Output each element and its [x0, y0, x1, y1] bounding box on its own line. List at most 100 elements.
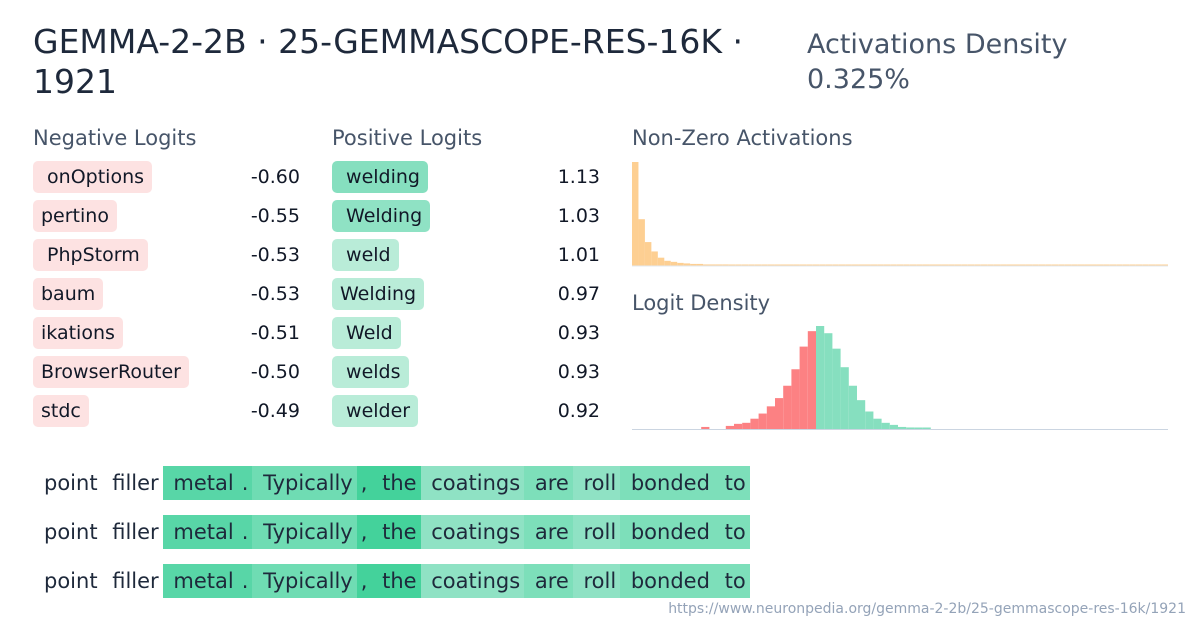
activation-example-row[interactable]: point filler metal. Typically, the coati… — [40, 515, 750, 549]
nonzero-activation-bar — [909, 264, 917, 266]
example-token: are — [524, 515, 573, 549]
token-chip: Welding — [332, 278, 425, 310]
example-token: coatings — [420, 564, 525, 598]
positive-density-bar — [906, 427, 915, 429]
negative-density-bar — [783, 385, 792, 429]
token-chip: PhpStorm — [33, 239, 148, 271]
positive-density-bar — [840, 367, 849, 429]
token-chip: welds — [332, 356, 409, 388]
example-token: bonded — [620, 466, 714, 500]
example-token: point — [44, 471, 98, 495]
nonzero-activation-bar — [1155, 264, 1162, 266]
negative-logit-token: baum — [33, 278, 104, 310]
nonzero-activation-bar — [1161, 264, 1168, 266]
activations-density: Activations Density 0.325% — [807, 27, 1067, 97]
nonzero-activation-bar — [644, 242, 652, 266]
negative-density-bar — [766, 406, 775, 429]
positive-density-bar — [865, 411, 874, 429]
nonzero-activation-bar — [728, 264, 736, 266]
positive-density-bar — [857, 400, 866, 429]
nonzero-activation-bar — [1058, 264, 1065, 266]
example-token: are — [524, 466, 573, 500]
nonzero-activation-bar — [748, 264, 755, 266]
negative-density-bar — [734, 423, 743, 429]
example-token: filler — [105, 569, 159, 593]
positive-density-bar — [832, 348, 841, 429]
positive-logit-token: welder — [332, 395, 419, 427]
nonzero-activation-bar — [922, 264, 930, 266]
token-chip: weld — [332, 239, 399, 271]
nonzero-activation-bar — [1071, 264, 1078, 266]
positive-logit-token: weld — [332, 239, 399, 271]
example-token: Typically — [252, 466, 357, 500]
positive-logit-value: 1.01 — [557, 244, 600, 266]
nonzero-activation-bar — [1142, 264, 1149, 266]
token-chip: BrowserRouter — [33, 356, 189, 388]
example-token: point — [44, 569, 98, 593]
nonzero-activation-bar — [948, 264, 955, 266]
nonzero-activation-bar — [877, 264, 884, 266]
nonzero-activation-bar — [851, 264, 859, 266]
nonzero-activations-histogram — [632, 162, 1168, 267]
negative-logit-value: -0.51 — [250, 322, 300, 344]
positive-density-bar — [873, 418, 882, 429]
positive-logits-heading: Positive Logits — [332, 126, 483, 150]
nonzero-activation-bar — [1006, 264, 1014, 266]
negative-logits-heading: Negative Logits — [33, 126, 197, 150]
example-token: coatings — [420, 515, 525, 549]
positive-density-bar — [848, 385, 857, 429]
nonzero-activation-bar — [793, 264, 800, 266]
negative-density-bar — [701, 426, 710, 429]
nonzero-activation-bar — [651, 251, 658, 266]
nonzero-activation-bar — [832, 264, 839, 266]
positive-logit-value: 0.93 — [557, 361, 600, 383]
nonzero-activation-bar — [780, 264, 787, 266]
density-value: 0.325% — [807, 64, 910, 95]
nonzero-activation-bar — [916, 264, 923, 266]
negative-logit-value: -0.53 — [250, 244, 300, 266]
nonzero-activation-bar — [735, 264, 742, 266]
nonzero-activation-bar — [786, 264, 794, 266]
nonzero-activation-bar — [935, 264, 942, 266]
negative-logit-token: onOptions — [33, 161, 153, 193]
positive-logit-token: Welding — [332, 278, 425, 310]
negative-logit-token: stdc — [33, 395, 89, 427]
nonzero-activation-bar — [715, 264, 723, 266]
nonzero-activation-bar — [954, 264, 962, 266]
token-chip: onOptions — [33, 161, 153, 193]
activation-example-row[interactable]: point filler metal. Typically, the coati… — [40, 564, 750, 598]
example-token: roll — [572, 466, 621, 500]
example-token: to — [713, 564, 750, 598]
nonzero-activation-bar — [1103, 264, 1110, 266]
positive-logit-value: 0.93 — [557, 322, 600, 344]
nonzero-activation-bar — [1084, 264, 1091, 266]
nonzero-activation-bar — [987, 264, 994, 266]
positive-density-bar — [881, 422, 890, 429]
example-token: Typically — [252, 564, 357, 598]
source-url[interactable]: https://www.neuronpedia.org/gemma-2-2b/2… — [668, 601, 1186, 617]
feature-title: GEMMA-2-2B · 25-GEMMASCOPE-RES-16K · 192… — [33, 22, 744, 101]
positive-logit-token: welds — [332, 356, 409, 388]
nonzero-activation-bar — [677, 262, 684, 266]
example-token: bonded — [620, 564, 714, 598]
activation-example-row[interactable]: point filler metal. Typically, the coati… — [40, 466, 750, 500]
example-token: the — [371, 515, 421, 549]
example-token: the — [371, 564, 421, 598]
nonzero-activation-bar — [825, 264, 833, 266]
example-token: , — [356, 564, 372, 598]
nonzero-activation-bar — [993, 264, 1001, 266]
negative-density-bar — [791, 369, 800, 429]
token-chip: welder — [332, 395, 419, 427]
nonzero-activation-bar — [870, 264, 878, 266]
nonzero-activation-bar — [638, 219, 645, 266]
nonzero-activation-bar — [774, 264, 781, 266]
nonzero-activation-bar — [1129, 264, 1136, 266]
example-token: metal — [162, 515, 238, 549]
negative-logit-value: -0.60 — [250, 166, 300, 188]
positive-logit-value: 0.97 — [557, 283, 600, 305]
negative-density-bar — [742, 422, 751, 429]
nonzero-activation-bar — [890, 264, 897, 266]
negative-logit-value: -0.55 — [250, 205, 300, 227]
positive-density-bar — [816, 326, 825, 429]
positive-logit-value: 1.03 — [557, 205, 600, 227]
